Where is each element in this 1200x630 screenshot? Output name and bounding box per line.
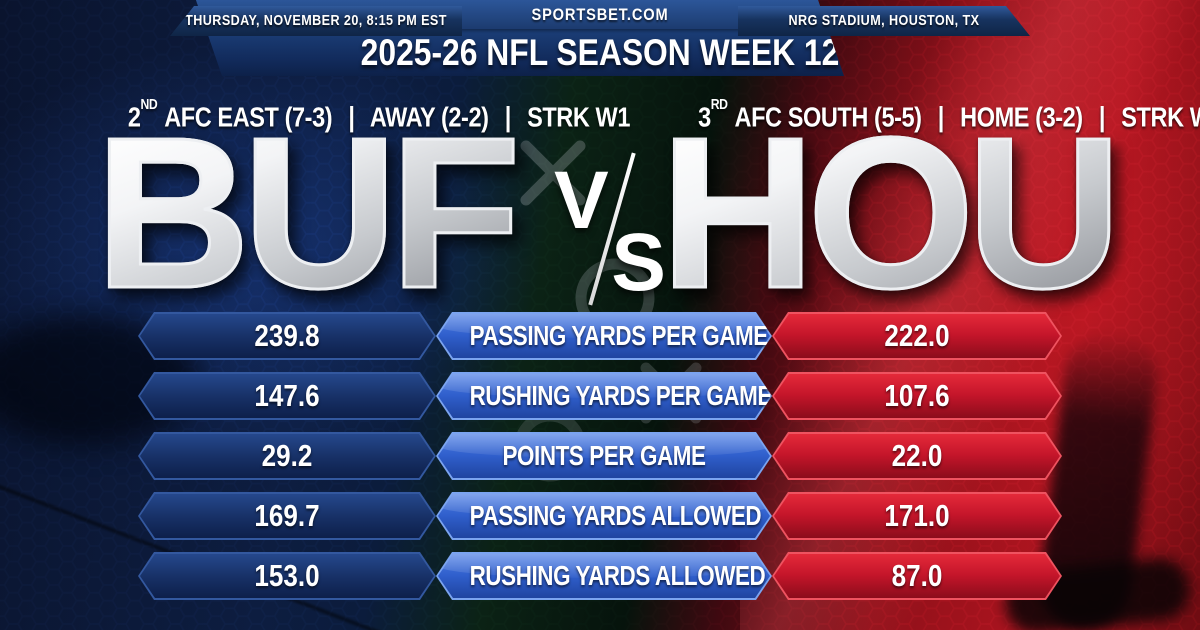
stat-label-bar: PASSING YARDS ALLOWED: [436, 492, 772, 540]
home-streak: STRK W2: [1121, 101, 1200, 133]
home-stat-value: 22.0: [891, 438, 943, 473]
away-stat-bar: 147.6: [138, 372, 436, 420]
home-stat-bar: 22.0: [772, 432, 1062, 480]
game-datetime-banner: THURSDAY, NOVEMBER 20, 8:15 PM EST: [170, 6, 462, 36]
away-stat-value: 153.0: [254, 558, 320, 593]
stat-label: RUSHING YARDS PER GAME: [469, 380, 772, 411]
home-stat-bar: 87.0: [772, 552, 1062, 600]
home-team-abbr: HOU: [648, 104, 1126, 322]
away-team-abbr: BUF: [83, 104, 525, 322]
away-stat-bar: 29.2: [138, 432, 436, 480]
home-stat-value: 87.0: [891, 558, 943, 593]
stat-label: POINTS PER GAME: [502, 440, 706, 471]
stat-label: PASSING YARDS ALLOWED: [469, 500, 762, 531]
home-stat-bar: 171.0: [772, 492, 1062, 540]
venue: NRG STADIUM, HOUSTON, TX: [788, 12, 980, 29]
stats-table: 239.8 PASSING YARDS PER GAME 222.0 147.6…: [0, 312, 1200, 612]
stat-label-bar: RUSHING YARDS ALLOWED: [436, 552, 772, 600]
away-stat-bar: 153.0: [138, 552, 436, 600]
vs-letter-s: S: [611, 217, 666, 308]
home-division-record: AFC SOUTH (5-5): [734, 101, 923, 133]
stat-row: 239.8 PASSING YARDS PER GAME 222.0: [0, 312, 1200, 360]
away-rank: 2: [127, 101, 141, 133]
stat-row: 169.7 PASSING YARDS ALLOWED 171.0: [0, 492, 1200, 540]
header-band: SPORTSBET.COM 2025-26 NFL SEASON WEEK 12: [196, 0, 844, 76]
site-name: SPORTSBET.COM: [531, 5, 669, 24]
home-team-info: 3RD AFC SOUTH (5-5) | HOME (3-2) | STRK …: [648, 96, 1200, 132]
away-division-record: AFC EAST (7-3): [164, 101, 333, 133]
away-team-info: 2ND AFC EAST (7-3) | AWAY (2-2) | STRK W…: [80, 96, 631, 132]
away-stat-bar: 169.7: [138, 492, 436, 540]
stat-row: 147.6 RUSHING YARDS PER GAME 107.6: [0, 372, 1200, 420]
home-site-record: HOME (3-2): [960, 101, 1083, 133]
away-stat-bar: 239.8: [138, 312, 436, 360]
away-stat-value: 169.7: [254, 498, 320, 533]
home-rank-suffix: RD: [710, 97, 728, 114]
away-stat-value: 147.6: [254, 378, 320, 413]
vs-badge: V S: [552, 152, 670, 308]
away-site-record: AWAY (2-2): [369, 101, 489, 133]
away-rank-suffix: ND: [140, 97, 158, 114]
home-stat-bar: 107.6: [772, 372, 1062, 420]
stat-row: 29.2 POINTS PER GAME 22.0: [0, 432, 1200, 480]
venue-banner: NRG STADIUM, HOUSTON, TX: [738, 6, 1030, 36]
away-streak: STRK W1: [527, 101, 630, 133]
stat-label-bar: PASSING YARDS PER GAME: [436, 312, 772, 360]
separator: |: [1098, 101, 1106, 133]
game-datetime: THURSDAY, NOVEMBER 20, 8:15 PM EST: [185, 12, 447, 29]
page-title: 2025-26 NFL SEASON WEEK 12: [360, 32, 840, 73]
separator: |: [348, 101, 355, 133]
home-stat-bar: 222.0: [772, 312, 1062, 360]
stat-label-bar: RUSHING YARDS PER GAME: [436, 372, 772, 420]
away-stat-value: 239.8: [254, 318, 320, 353]
away-stat-value: 29.2: [261, 438, 313, 473]
home-stat-value: 107.6: [884, 378, 950, 413]
home-rank: 3: [698, 101, 711, 133]
vs-letter-v: V: [554, 155, 609, 246]
separator: |: [937, 101, 945, 133]
stat-row: 153.0 RUSHING YARDS ALLOWED 87.0: [0, 552, 1200, 600]
stat-label: RUSHING YARDS ALLOWED: [469, 560, 766, 591]
stat-label-bar: POINTS PER GAME: [436, 432, 772, 480]
play-diagram-x-icon: [520, 140, 586, 206]
separator: |: [504, 101, 512, 133]
home-stat-value: 222.0: [884, 318, 950, 353]
home-stat-value: 171.0: [884, 498, 950, 533]
stat-label: PASSING YARDS PER GAME: [469, 320, 768, 351]
